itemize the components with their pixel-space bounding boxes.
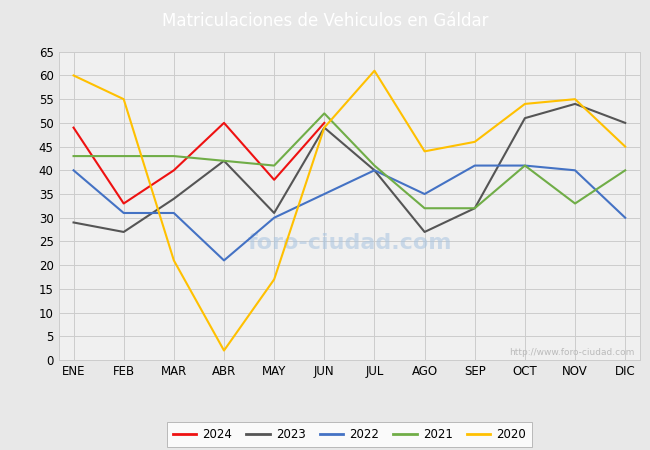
Text: foro-ciudad.com: foro-ciudad.com xyxy=(247,233,452,253)
Text: http://www.foro-ciudad.com: http://www.foro-ciudad.com xyxy=(509,348,634,357)
Legend: 2024, 2023, 2022, 2021, 2020: 2024, 2023, 2022, 2021, 2020 xyxy=(167,422,532,446)
Text: Matriculaciones de Vehiculos en Gáldar: Matriculaciones de Vehiculos en Gáldar xyxy=(162,12,488,31)
